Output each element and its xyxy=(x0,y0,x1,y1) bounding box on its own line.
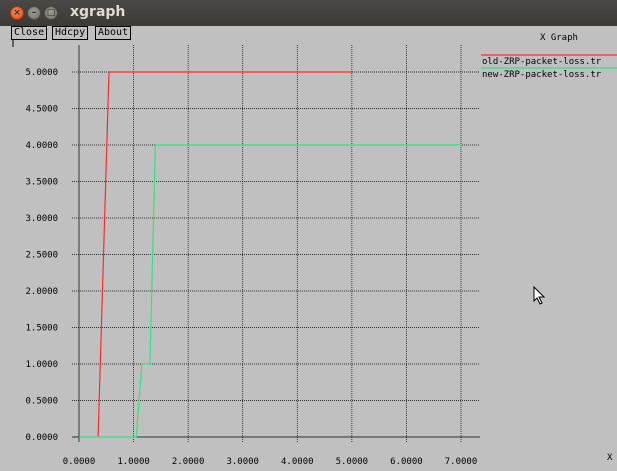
y-tick-label: 3.5000 xyxy=(25,178,58,188)
series-line-new xyxy=(79,144,461,438)
series-line-old xyxy=(97,71,352,438)
y-tick-label: 5.0000 xyxy=(25,68,58,78)
x-tick-label: 2.0000 xyxy=(172,457,205,467)
graph-title: X Graph xyxy=(540,33,578,43)
x-tick-label: 0.0000 xyxy=(63,457,96,467)
y-tick-label: 4.5000 xyxy=(25,105,58,115)
y-tick-label: 0.0000 xyxy=(25,433,58,443)
y-tick-label: 1.5000 xyxy=(25,324,58,334)
x-tick-label: 5.0000 xyxy=(336,457,369,467)
y-tick-label: 1.0000 xyxy=(25,360,58,370)
legend-label: new-ZRP-packet-loss.tr xyxy=(482,70,602,80)
x-tick-label: 7.0000 xyxy=(445,457,478,467)
close-button[interactable]: Close xyxy=(11,26,48,40)
maximize-icon: □ xyxy=(46,8,56,18)
hardcopy-button[interactable]: Hdcpy xyxy=(52,26,89,40)
window-minimize-button[interactable]: – xyxy=(27,6,41,20)
window-maximize-button[interactable]: □ xyxy=(44,6,58,20)
window-close-button[interactable]: × xyxy=(10,6,24,20)
legend-label: old-ZRP-packet-loss.tr xyxy=(482,57,602,67)
about-button[interactable]: About xyxy=(95,26,132,40)
y-tick-label: 3.0000 xyxy=(25,214,58,224)
y-tick-label: 0.5000 xyxy=(25,397,58,407)
y-tick-label: 4.0000 xyxy=(25,141,58,151)
y-tick-label: 2.5000 xyxy=(25,251,58,261)
x-tick-label: 3.0000 xyxy=(226,457,259,467)
title-bar: × – □ xgraph xyxy=(0,0,617,26)
x-tick-label: 4.0000 xyxy=(281,457,314,467)
x-tick-label: 1.0000 xyxy=(117,457,150,467)
close-icon: × xyxy=(13,8,21,18)
x-unit-label: X xyxy=(607,453,613,463)
y-tick-label: 2.0000 xyxy=(25,287,58,297)
minimize-icon: – xyxy=(31,8,37,18)
x-tick-label: 6.0000 xyxy=(390,457,423,467)
window-title: xgraph xyxy=(70,4,126,20)
